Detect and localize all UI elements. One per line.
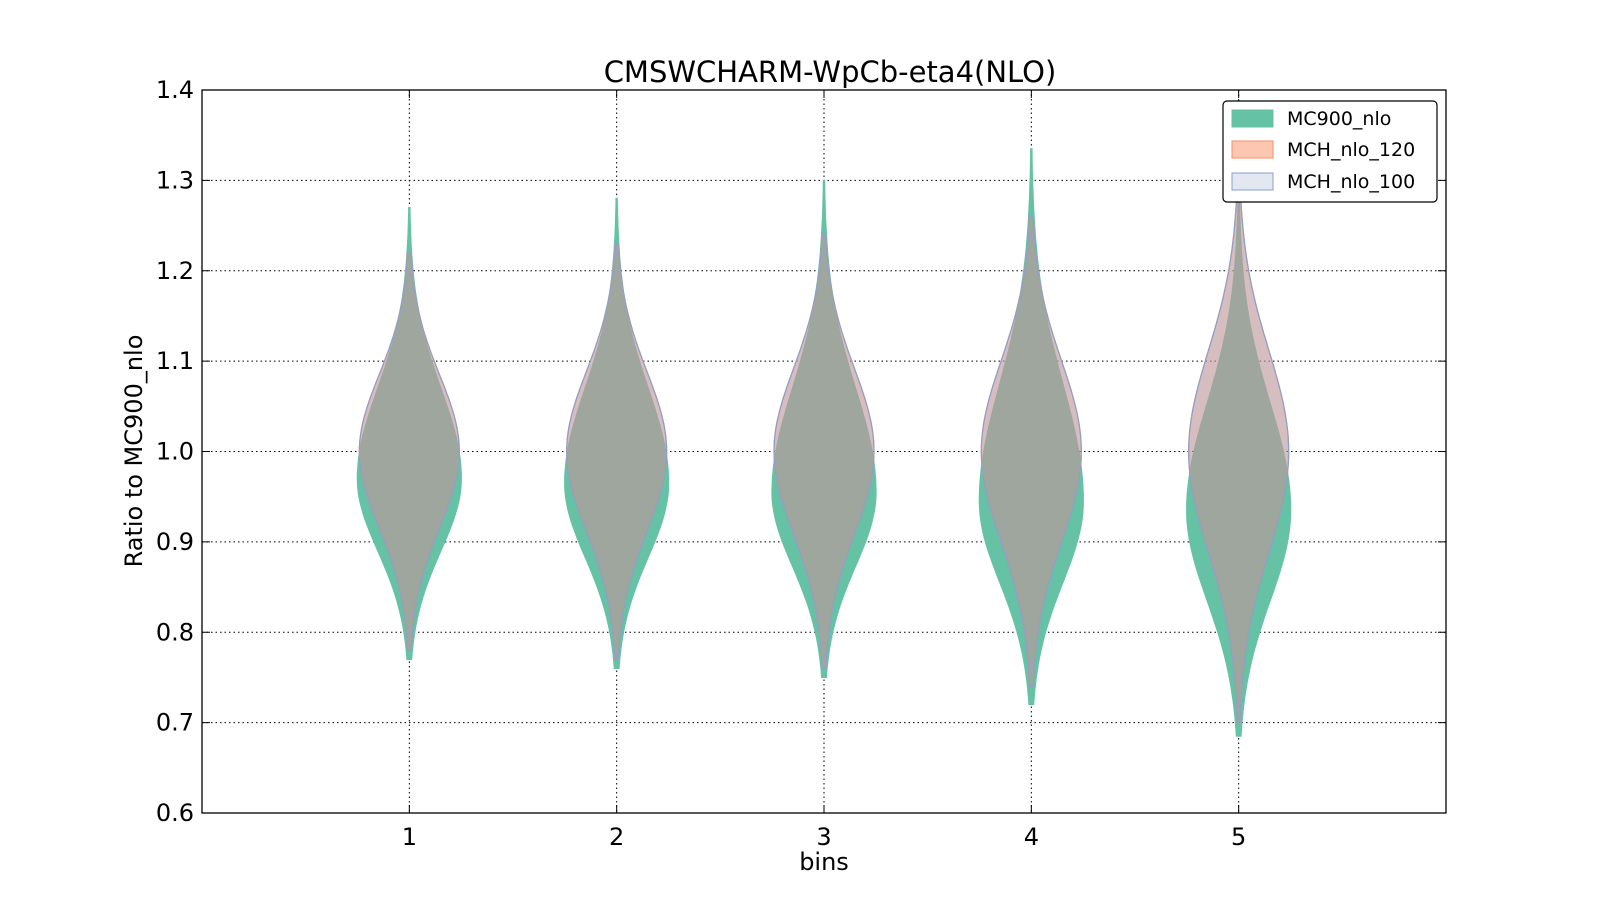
x-tick-label-5: 5: [1231, 823, 1246, 851]
violin-MC900_nlo-bin-1: [356, 206, 462, 660]
chart-title: CMSWCHARM-WpCb-eta4(NLO): [604, 55, 1057, 89]
x-tick-label-1: 1: [402, 823, 417, 851]
y-tick-label-1.2: 1.2: [156, 257, 194, 285]
x-tick-label-4: 4: [1024, 823, 1039, 851]
violin-MC900_nlo-bin-2: [564, 197, 670, 669]
violin-MC900_nlo-bin-4: [978, 148, 1084, 706]
y-tick-label-1.3: 1.3: [156, 166, 194, 194]
y-tick-label-0.6: 0.6: [156, 799, 194, 827]
y-tick-label-1.0: 1.0: [156, 438, 194, 466]
legend-label-mch100: MCH_nlo_100: [1287, 171, 1415, 193]
y-tick-label-0.7: 0.7: [156, 709, 194, 737]
axis-ticks: 1 2 3 4 5 0.6 0.7 0.8 0.9 1.0 1.1 1.2 1.3 1.4: [156, 76, 1446, 851]
legend-swatch-mch120: [1231, 140, 1274, 159]
x-tick-label-2: 2: [609, 823, 624, 851]
violin-MCH_nlo_100-bin-2: [566, 243, 668, 660]
x-tick-label-3: 3: [816, 823, 831, 851]
legend-label-mc900: MC900_nlo: [1287, 108, 1391, 130]
y-tick-label-0.8: 0.8: [156, 618, 194, 646]
legend-swatch-mch100: [1231, 172, 1274, 191]
y-axis-label: Ratio to MC900_nlo: [120, 335, 148, 568]
violins: [356, 148, 1292, 737]
y-tick-label-1.4: 1.4: [156, 76, 194, 104]
legend-swatch-mc900: [1231, 109, 1274, 128]
legend-label-mch120: MCH_nlo_120: [1287, 139, 1415, 161]
violin-MCH_nlo_100-bin-4: [980, 215, 1082, 688]
violin-MCH_nlo_100-bin-5: [1188, 197, 1290, 724]
violin-MCH_nlo_100-bin-3: [773, 234, 875, 669]
violin-MC900_nlo-bin-3: [771, 179, 877, 678]
legend: MC900_nlo MCH_nlo_120 MCH_nlo_100: [1222, 100, 1438, 203]
y-tick-label-0.9: 0.9: [156, 528, 194, 556]
x-axis-label: bins: [799, 848, 849, 876]
legend-box: [1222, 100, 1438, 203]
y-tick-label-1.1: 1.1: [156, 347, 194, 375]
violin-MCH_nlo_100-bin-1: [358, 252, 460, 651]
